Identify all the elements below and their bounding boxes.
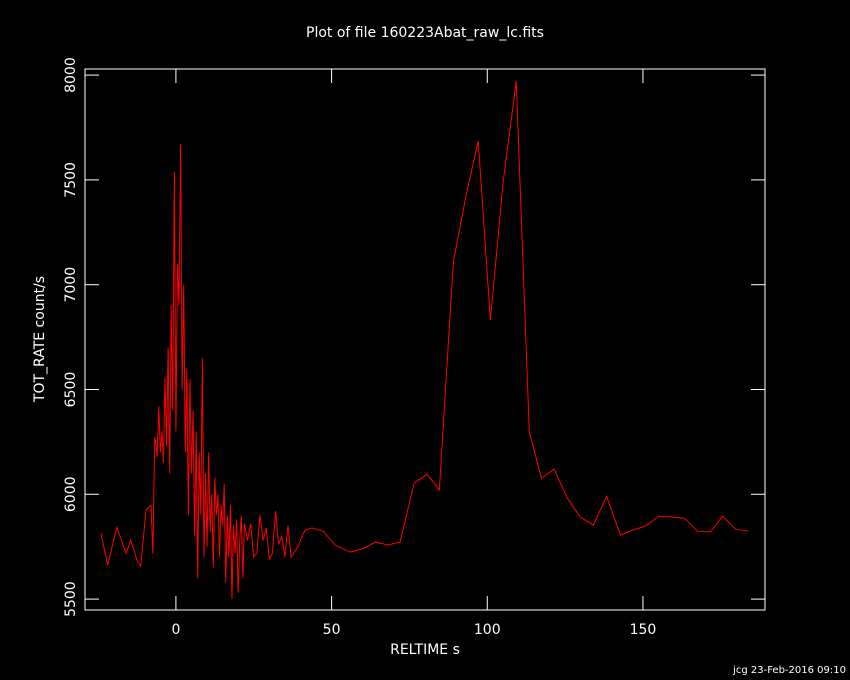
plot-frame (84, 68, 766, 611)
y-tick-label: 7500 (63, 162, 79, 198)
y-axis-label: TOT_RATE count/s (32, 276, 48, 403)
x-tick-label: 50 (323, 622, 341, 638)
x-tick-label: 150 (630, 622, 657, 638)
footer: jcg 23-Feb-2016 09:10 (732, 665, 846, 676)
y-tick-label: 8000 (63, 57, 79, 93)
y-tick-label: 7000 (63, 267, 79, 303)
y-tick-label: 5500 (63, 581, 79, 617)
chart-title: Plot of file 160223Abat_raw_lc.fits (306, 25, 544, 41)
x-tick-label: 100 (474, 622, 501, 638)
y-tick-label: 6500 (63, 372, 79, 408)
x-tick-label: 0 (171, 622, 180, 638)
x-axis-label: RELTIME s (390, 642, 460, 658)
y-tick-label: 6000 (63, 476, 79, 512)
data-line (100, 81, 749, 600)
